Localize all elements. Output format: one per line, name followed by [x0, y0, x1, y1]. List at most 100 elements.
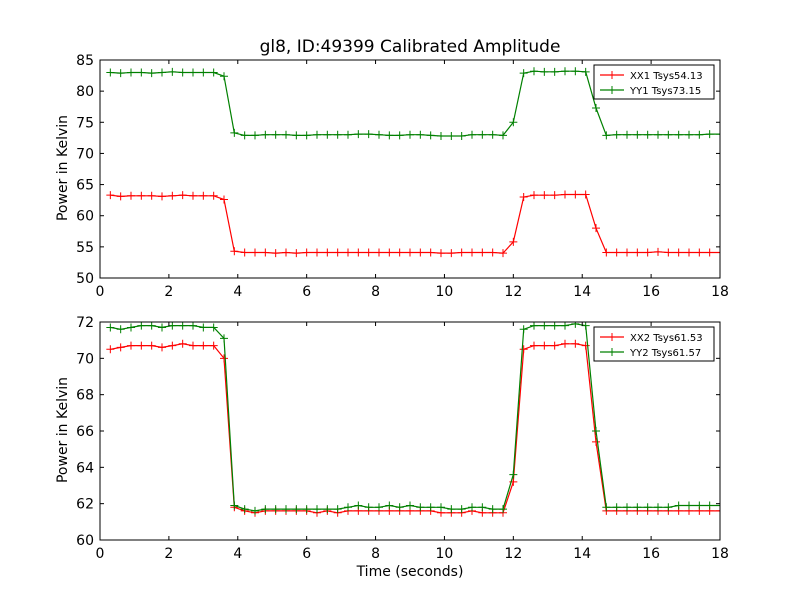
- top-series-2-point: [344, 130, 352, 139]
- bottom-series-2-point: [137, 322, 146, 330]
- top-legend-marker: [608, 71, 616, 79]
- top-series-1-point: [633, 248, 642, 257]
- bottom-series-1-point: [561, 339, 569, 348]
- top-series-1-point: [488, 248, 497, 257]
- bottom-y-tick-label: 62: [76, 497, 94, 513]
- top-series-2-point: [302, 131, 311, 140]
- top-series-1-point: [209, 191, 218, 200]
- top-series-1-point: [695, 248, 704, 257]
- bottom-series-2-point: [571, 322, 580, 328]
- top-series-1-point: [302, 248, 311, 257]
- top-series-1-point: [571, 190, 580, 199]
- bottom-series-2-point: [674, 501, 683, 510]
- top-series-2-point: [519, 69, 528, 78]
- bottom-series-2-point: [437, 503, 445, 512]
- top-series-1-point: [468, 248, 476, 257]
- bottom-x-axis-label: Time (seconds): [356, 564, 464, 580]
- bottom-x-tick-label: 10: [436, 546, 454, 562]
- top-series-2-point: [364, 130, 373, 139]
- top-series-2-point: [333, 130, 342, 139]
- bottom-series-1-point: [127, 341, 135, 350]
- top-series-2-point: [220, 72, 228, 81]
- bottom-series-1-point: [168, 341, 177, 350]
- top-x-tick-label: 6: [302, 284, 311, 300]
- top-series-2-point: [178, 68, 187, 77]
- top-y-tick-label: 80: [76, 84, 94, 100]
- bottom-series-2-point: [302, 505, 311, 514]
- bottom-series-1-point: [147, 341, 156, 350]
- bottom-series-2-point: [209, 323, 218, 332]
- top-series-1-point: [457, 248, 466, 257]
- top-x-tick-label: 4: [233, 284, 242, 300]
- bottom-series-2-point: [416, 503, 425, 512]
- top-series-1-point: [364, 248, 373, 257]
- bottom-series-2-point: [106, 323, 115, 332]
- bottom-series-2-point: [643, 503, 652, 512]
- top-series-2-point: [447, 131, 456, 140]
- top-series-2-point: [406, 130, 414, 139]
- bottom-series-1-point: [209, 341, 218, 350]
- top-series-2-point: [509, 118, 518, 127]
- top-series-2-point: [395, 131, 404, 140]
- top-series-2-point: [705, 130, 714, 139]
- bottom-x-tick-label: 8: [371, 546, 380, 562]
- top-x-tick-label: 18: [711, 284, 729, 300]
- bottom-series-1-point: [137, 341, 146, 350]
- bottom-x-tick-label: 2: [164, 546, 173, 562]
- top-x-tick-label: 12: [504, 284, 522, 300]
- top-series-2-point: [313, 130, 321, 139]
- top-series-1-point: [426, 248, 435, 257]
- top-series-2-point: [716, 130, 720, 139]
- bottom-series-2-point: [519, 325, 528, 334]
- bottom-series-2-point: [426, 503, 435, 512]
- top-series-1-point: [137, 191, 146, 200]
- top-series-1-point: [344, 248, 352, 257]
- top-series-1-point: [643, 248, 652, 257]
- top-series-1-point: [530, 191, 538, 200]
- bottom-series-2-point: [375, 503, 383, 512]
- top-series-1-point: [478, 248, 487, 257]
- bottom-legend-label: XX2 Tsys61.53: [630, 333, 703, 344]
- bottom-x-tick-label: 14: [573, 546, 591, 562]
- bottom-series-2-point: [685, 501, 693, 510]
- bottom-series-2-point: [592, 427, 600, 435]
- top-series-1-point: [437, 249, 445, 258]
- bottom-y-tick-label: 66: [76, 424, 94, 440]
- bottom-series-2-point: [282, 505, 290, 514]
- bottom-series-2-point: [602, 503, 611, 512]
- bottom-series-2-point: [581, 322, 590, 330]
- bottom-series-2-point: [478, 503, 487, 512]
- top-series-1-point: [612, 248, 621, 257]
- bottom-series-2-point: [406, 501, 414, 510]
- bottom-series-2-point: [364, 503, 373, 512]
- top-legend-label: YY1 Tsys73.15: [629, 86, 701, 97]
- top-series-1-point: [333, 248, 342, 257]
- top-series-2-point: [240, 131, 249, 140]
- chart-title: gl8, ID:49399 Calibrated Amplitude: [260, 37, 561, 57]
- top-series-2-point: [127, 68, 135, 77]
- top-series-2-point: [561, 67, 569, 76]
- bottom-series-2-point: [509, 470, 518, 479]
- bottom-series-2-point: [468, 503, 476, 512]
- top-series-2-point: [199, 68, 208, 77]
- top-series-1-point: [271, 249, 280, 258]
- bottom-series-2-point: [240, 505, 249, 514]
- bottom-x-tick-label: 18: [711, 546, 729, 562]
- bottom-series-1-point: [106, 345, 115, 354]
- top-legend-marker: [608, 86, 616, 94]
- bottom-series-2-point: [623, 503, 631, 512]
- top-series-2-point: [633, 130, 642, 139]
- bottom-series-1-point: [519, 345, 528, 354]
- top-series-2-point: [261, 130, 270, 139]
- top-series-1-point: [178, 191, 187, 200]
- bottom-legend-label: YY2 Tsys61.57: [629, 348, 701, 359]
- bottom-series-2-point: [271, 505, 280, 514]
- top-series-1-point: [282, 248, 290, 257]
- top-series-2-point: [158, 68, 166, 77]
- bottom-series-2-point: [612, 503, 621, 512]
- top-series-1-point: [664, 248, 673, 257]
- top-series-2-point: [137, 68, 146, 77]
- top-series-1-point: [550, 191, 559, 200]
- top-series-1-point: [385, 248, 394, 257]
